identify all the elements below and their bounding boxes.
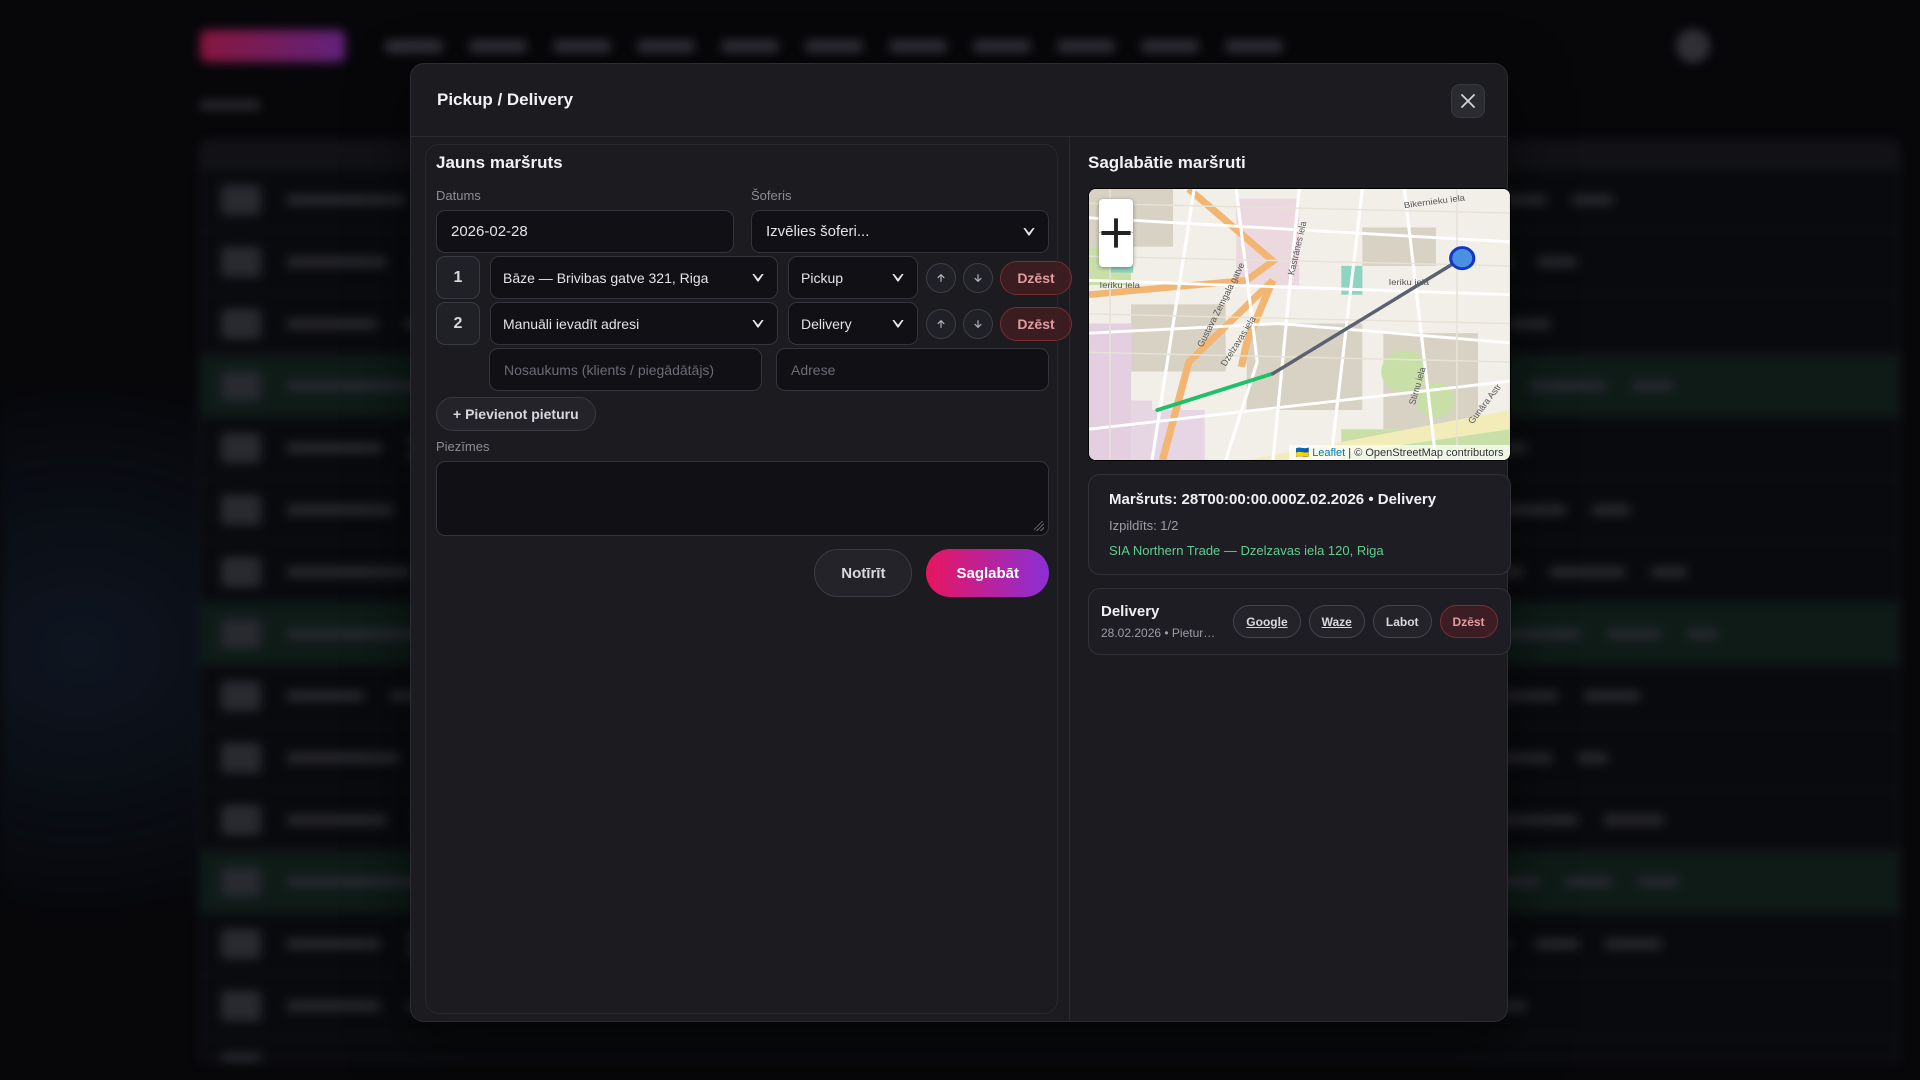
svg-text:Ieriku iela: Ieriku iela [1100, 280, 1141, 290]
